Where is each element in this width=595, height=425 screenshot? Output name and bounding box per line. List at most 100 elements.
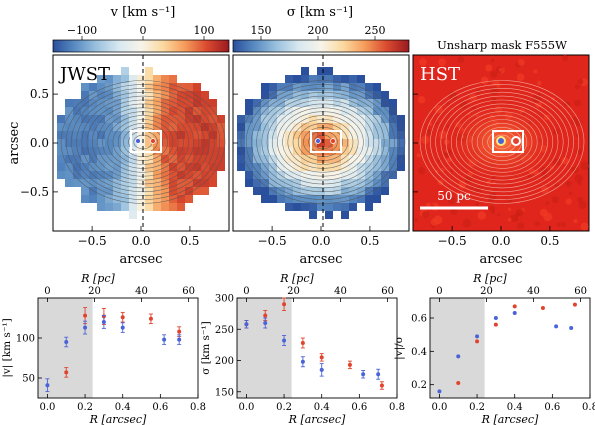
- texture-speckle: [571, 116, 579, 125]
- map-pixel: [113, 131, 121, 139]
- hst-panel-title: Unsharp mask F555W: [437, 38, 567, 52]
- top-tick-label: 40: [135, 286, 148, 297]
- map-pixel: [97, 179, 105, 187]
- map-pixel: [209, 99, 217, 107]
- top-tick-label: 40: [334, 286, 347, 297]
- map-pixel: [333, 123, 341, 131]
- map-pixel: [169, 91, 177, 99]
- map-pixel: [185, 107, 193, 115]
- map-pixel: [309, 211, 317, 219]
- map-pixel: [373, 131, 381, 139]
- y-tick-label: 300: [215, 294, 234, 305]
- map-pixel: [285, 187, 293, 195]
- map-pixel: [325, 107, 333, 115]
- map-pixel: [129, 139, 137, 147]
- plot-frame: [236, 297, 398, 399]
- map-pixel: [209, 163, 217, 171]
- map-pixel: [373, 115, 381, 123]
- map-pixel: [65, 155, 73, 163]
- map-pixel: [277, 115, 285, 123]
- map-pixel: [153, 99, 161, 107]
- map-pixel: [341, 115, 349, 123]
- colorbar-sigma-tick: 150: [251, 24, 272, 37]
- map-pixel: [357, 155, 365, 163]
- map-pixel: [333, 131, 341, 139]
- x-tick-label: 0.8: [190, 402, 206, 413]
- map-pixel: [341, 131, 349, 139]
- map-pixel: [113, 195, 121, 203]
- contour-line: [461, 111, 543, 173]
- map-pixel: [317, 91, 325, 99]
- map-pixel: [57, 163, 65, 171]
- map-pixel: [73, 179, 81, 187]
- map-pixel: [253, 179, 261, 187]
- map-pixel: [57, 131, 65, 139]
- map-pixel: [389, 107, 397, 115]
- data-point: [569, 326, 574, 330]
- map-pixel: [277, 91, 285, 99]
- map-pixel: [341, 75, 349, 83]
- map-pixel: [193, 99, 201, 107]
- data-point: [376, 372, 381, 377]
- texture-speckle: [488, 196, 494, 203]
- contour-line: [91, 103, 195, 181]
- map-pixel: [97, 83, 105, 91]
- map-pixel: [145, 91, 153, 99]
- map-pixel: [277, 163, 285, 171]
- contour-line: [424, 84, 580, 200]
- map-xlabel: arcsec: [300, 252, 343, 267]
- hst-scalebar-label: 50 pc: [437, 189, 471, 203]
- map-pixel: [333, 115, 341, 123]
- map-pixel: [285, 83, 293, 91]
- map-pixel: [81, 115, 89, 123]
- map-pixel: [161, 139, 169, 147]
- data-point: [177, 329, 182, 334]
- texture-speckle: [446, 157, 452, 163]
- data-point: [101, 320, 106, 324]
- map-pixel: [285, 99, 293, 107]
- map-pixel: [129, 123, 137, 131]
- map-pixel: [309, 83, 317, 91]
- data-point: [512, 304, 517, 309]
- map-pixel: [381, 91, 389, 99]
- map-pixel: [301, 195, 309, 203]
- contour-line: [456, 107, 548, 177]
- map-pixel: [317, 171, 325, 179]
- map-pixel: [357, 131, 365, 139]
- map-pixel: [217, 147, 225, 155]
- map-pixel: [325, 123, 333, 131]
- map-pixel: [177, 203, 185, 211]
- map-pixel: [381, 115, 389, 123]
- map-pixel: [137, 187, 145, 195]
- map-pixel: [97, 107, 105, 115]
- map-pixel: [209, 171, 217, 179]
- x-tick-label: 0.8: [389, 402, 405, 413]
- map-pixel: [245, 155, 253, 163]
- map-pixel: [81, 147, 89, 155]
- map-pixel: [261, 139, 269, 147]
- data-point: [64, 370, 69, 375]
- contour-line: [419, 80, 585, 204]
- map-pixel: [89, 195, 97, 203]
- map-pixel: [325, 139, 333, 147]
- map-pixel: [317, 163, 325, 171]
- map-pixel: [237, 123, 245, 131]
- map-pixel: [105, 99, 113, 107]
- map-pixel: [121, 155, 129, 163]
- map-pixel: [153, 107, 161, 115]
- contour-line: [261, 95, 385, 189]
- contour-line: [430, 88, 574, 197]
- map-pixel: [293, 107, 301, 115]
- texture-speckle: [480, 76, 489, 85]
- map-pixel: [317, 203, 325, 211]
- map-pixel: [389, 171, 397, 179]
- hst-nucleus-marker: [511, 136, 521, 146]
- map-pixel: [161, 155, 169, 163]
- map-pixel: [185, 115, 193, 123]
- map-pixel: [285, 139, 293, 147]
- map-pixel: [269, 155, 277, 163]
- map-pixel: [105, 75, 113, 83]
- shaded-region: [38, 298, 93, 398]
- map-pixel: [209, 107, 217, 115]
- map-pixel: [341, 211, 349, 219]
